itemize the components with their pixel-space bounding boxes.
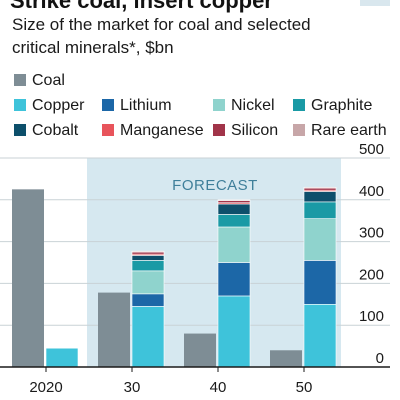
bar-segment-rare-earth-50	[303, 186, 337, 189]
bar-segment-lithium-30	[131, 293, 165, 307]
bar-segment-silicon-30	[131, 251, 165, 255]
legend-item-copper: Copper	[14, 97, 85, 114]
bar-segment-nickel-40	[217, 226, 251, 263]
bar-coal-2020	[12, 189, 44, 367]
bar-segment-lithium-50	[303, 260, 337, 305]
bar-segment-nickel-30	[131, 270, 165, 295]
legend-label-cobalt: Cobalt	[32, 122, 79, 139]
bar-segment-nickel-50	[303, 218, 337, 261]
legend-swatch-manganese	[102, 124, 114, 136]
bar-segment-graphite-30	[131, 260, 165, 272]
x-tick-label-2020: 2020	[29, 379, 62, 396]
title-accent-bar	[360, 0, 390, 6]
plot-area: FORECAST 0 100 200 300 400 500 2020 30 40 50	[0, 141, 390, 396]
legend-label-rare-earth: Rare earth	[311, 122, 387, 139]
y-tick-label-500: 500	[359, 141, 384, 158]
category-2020	[12, 189, 79, 368]
bar-segment-copper-30	[131, 306, 165, 368]
bar-segment-graphite-50	[303, 201, 337, 219]
legend-item-graphite: Graphite	[293, 97, 372, 114]
bar-segment-cobalt-30	[131, 255, 165, 261]
legend-swatch-copper	[14, 99, 26, 111]
bar-segment-copper-40	[217, 295, 251, 368]
legend-item-lithium: Lithium	[102, 97, 172, 114]
legend-item-coal: Coal	[14, 72, 65, 89]
legend-swatch-nickel	[213, 99, 225, 111]
bar-segment-cobalt-50	[303, 191, 337, 203]
bar-segment-graphite-40	[217, 214, 251, 228]
bar-segment-cobalt-40	[217, 203, 251, 215]
legend-label-copper: Copper	[32, 97, 85, 114]
bar-coal-40	[184, 333, 216, 367]
legend-label-manganese: Manganese	[120, 122, 204, 139]
chart-title: Strike coal, insert copper	[10, 0, 273, 13]
bar-segment-lithium-40	[217, 262, 251, 297]
bar-segment-silicon-40	[217, 200, 251, 204]
bar-coal-50	[270, 350, 302, 367]
bar-segment-copper-2020	[45, 347, 79, 368]
y-tick-label-100: 100	[359, 308, 384, 325]
chart-subtitle-line-2: critical minerals*, $bn	[12, 38, 174, 57]
bar-segment-rare-earth-30	[131, 250, 165, 253]
legend-swatch-lithium	[102, 99, 114, 111]
legend-label-nickel: Nickel	[231, 97, 275, 114]
y-tick-label-0: 0	[376, 350, 384, 367]
bar-coal-30	[98, 292, 130, 367]
legend-swatch-coal	[14, 74, 26, 86]
legend-swatch-graphite	[293, 99, 305, 111]
legend-swatch-silicon	[213, 124, 225, 136]
legend-label-silicon: Silicon	[231, 122, 278, 139]
legend-label-lithium: Lithium	[120, 97, 172, 114]
y-tick-label-300: 300	[359, 225, 384, 242]
legend-item-manganese: Manganese	[102, 122, 204, 139]
y-tick-label-200: 200	[359, 266, 384, 283]
x-tick-label-50: 50	[296, 379, 313, 396]
legend-swatch-cobalt	[14, 124, 26, 136]
legend: Coal Copper Lithium Nickel Graphite Cobalt Man…	[14, 72, 387, 139]
legend-label-graphite: Graphite	[311, 97, 372, 114]
legend-item-rare-earth: Rare earth	[293, 122, 387, 139]
bar-segment-copper-50	[303, 303, 337, 368]
category-40	[184, 199, 251, 368]
legend-item-silicon: Silicon	[213, 122, 278, 139]
legend-item-cobalt: Cobalt	[14, 122, 79, 139]
legend-label-coal: Coal	[32, 72, 65, 89]
category-30	[98, 250, 165, 368]
y-tick-label-400: 400	[359, 183, 384, 200]
bar-segment-rare-earth-40	[217, 199, 251, 201]
bar-segment-silicon-50	[303, 187, 337, 191]
forecast-label: FORECAST	[172, 177, 258, 194]
category-50	[270, 186, 337, 368]
chart-subtitle-line-1: Size of the market for coal and selected	[12, 15, 311, 34]
legend-swatch-rare-earth	[293, 124, 305, 136]
legend-item-nickel: Nickel	[213, 97, 275, 114]
x-tick-label-40: 40	[210, 379, 227, 396]
x-tick-label-30: 30	[124, 379, 141, 396]
